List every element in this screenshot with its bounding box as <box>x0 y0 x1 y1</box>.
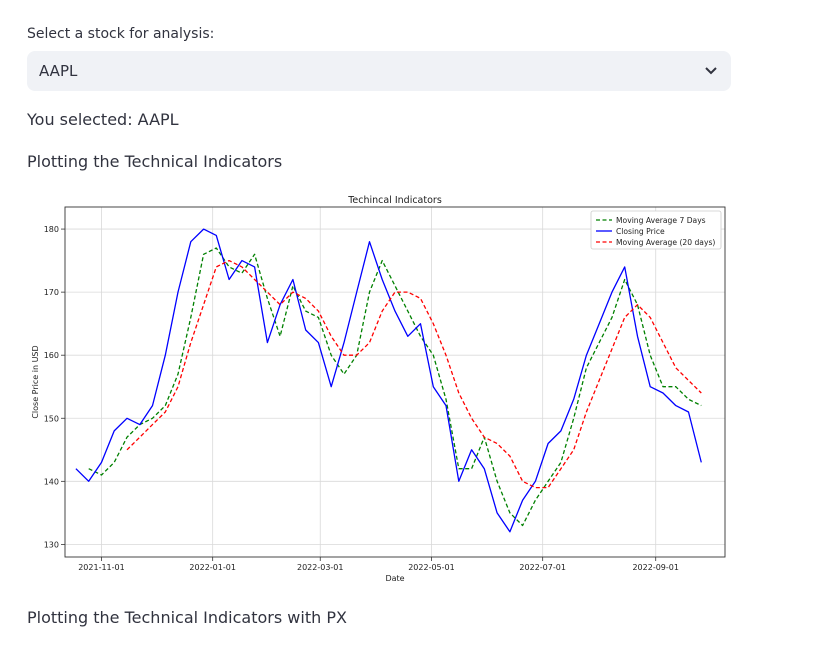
y-tick-label: 140 <box>44 477 59 486</box>
chart-title: Techincal Indicators <box>347 195 442 206</box>
stock-select-value: AAPL <box>39 62 78 80</box>
x-tick-label: 2022-07-01 <box>519 563 566 572</box>
x-axis-label: Date <box>385 574 404 583</box>
y-axis-label: Close Price in USD <box>31 345 40 418</box>
legend-label-0: Moving Average 7 Days <box>616 216 706 225</box>
legend-label-2: Moving Average (20 days) <box>616 238 715 247</box>
y-tick-label: 130 <box>44 540 59 549</box>
technical-indicators-chart: 130 140 150 160 170 180 2021-11-01 2022-01-01 20… <box>27 190 727 594</box>
legend-label-1: Closing Price <box>616 227 665 236</box>
x-tick-label: 2022-03-01 <box>297 563 344 572</box>
y-tick-label: 170 <box>44 288 59 297</box>
x-tick-label: 2021-11-01 <box>78 563 125 572</box>
y-tick-label: 150 <box>44 414 59 423</box>
x-tick-label: 2022-01-01 <box>189 563 236 572</box>
selected-text: You selected: AAPL <box>27 110 179 129</box>
legend-box <box>590 210 722 250</box>
chevron-down-icon[interactable] <box>703 63 719 79</box>
chart-svg: 130 140 150 160 170 180 2021-11-01 2022-01-01 20… <box>31 195 726 583</box>
series-line-0 <box>88 247 702 527</box>
stock-select[interactable]: AAPL <box>27 51 731 91</box>
x-tick-label: 2022-09-01 <box>632 563 679 572</box>
x-tick-label: 2022-05-01 <box>408 563 455 572</box>
plot-area <box>65 207 725 557</box>
series-line-2 <box>126 259 702 489</box>
select-label: Select a stock for analysis: <box>27 26 215 42</box>
y-tick-label: 180 <box>44 225 59 234</box>
plot-frame <box>64 206 726 558</box>
y-tick-label: 160 <box>44 351 59 360</box>
section-heading-technical-indicators: Plotting the Technical Indicators <box>27 152 283 171</box>
section-heading-technical-indicators-px: Plotting the Technical Indicators with P… <box>27 608 347 627</box>
series-line-1 <box>75 228 702 533</box>
